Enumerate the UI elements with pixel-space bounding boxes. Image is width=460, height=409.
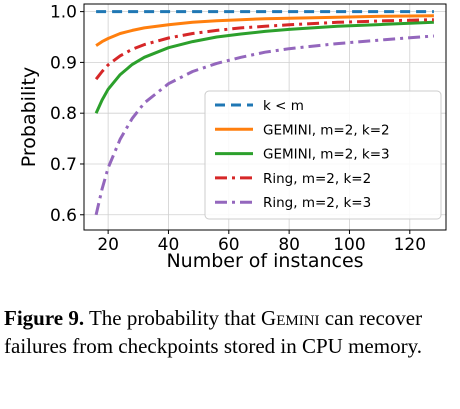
legend: k < m GEMINI, m=2, k=2 GEMINI, m=2, k=3 Rin… (204, 90, 442, 220)
series-line-3 (94, 20, 434, 114)
caption-text-after: can recover failures from checkpoints st… (4, 306, 423, 358)
y-tick-label: 0.9 (50, 53, 77, 73)
series-lines (94, 10, 435, 216)
x-tick-label: 40 (158, 235, 180, 255)
y-tick-label: 0.6 (50, 206, 77, 226)
legend-label: Ring, m=2, k=2 (263, 171, 371, 187)
y-axis-ticks: 0.6 0.7 0.8 0.9 1.0 (50, 3, 84, 226)
series-line-2 (95, 14, 434, 47)
series-line-5 (94, 34, 435, 216)
legend-label: k < m (263, 98, 304, 114)
figure-caption: Figure 9. The probability that Gemini ca… (4, 304, 456, 360)
legend-label: Ring, m=2, k=3 (263, 195, 371, 211)
x-tick-label: 60 (218, 235, 240, 255)
y-tick-label: 1.0 (50, 3, 77, 23)
legend-label: GEMINI, m=2, k=3 (263, 147, 390, 163)
y-axis-label: Probability (18, 67, 40, 167)
x-axis-ticks: 20 40 60 80 100 120 (97, 230, 426, 255)
x-tick-label: 20 (97, 235, 119, 255)
x-tick-label: 100 (333, 235, 365, 255)
system-name: Gemini (261, 306, 320, 330)
y-tick-label: 0.7 (50, 155, 77, 175)
x-tick-label: 80 (278, 235, 300, 255)
plot-frame (83, 3, 447, 231)
line-chart: 20 40 60 80 100 120 0.6 0.7 0.8 0.9 1.0 Number of… (18, 3, 447, 272)
series-line-4 (94, 18, 434, 81)
x-tick-label: 120 (394, 235, 426, 255)
legend-box (204, 90, 442, 220)
legend-label: GEMINI, m=2, k=2 (263, 122, 390, 138)
caption-text-before: The probability that (84, 306, 262, 330)
y-tick-label: 0.8 (50, 104, 77, 124)
x-axis-label: Number of instances (166, 250, 363, 272)
figure-number: Figure 9. (4, 306, 85, 330)
